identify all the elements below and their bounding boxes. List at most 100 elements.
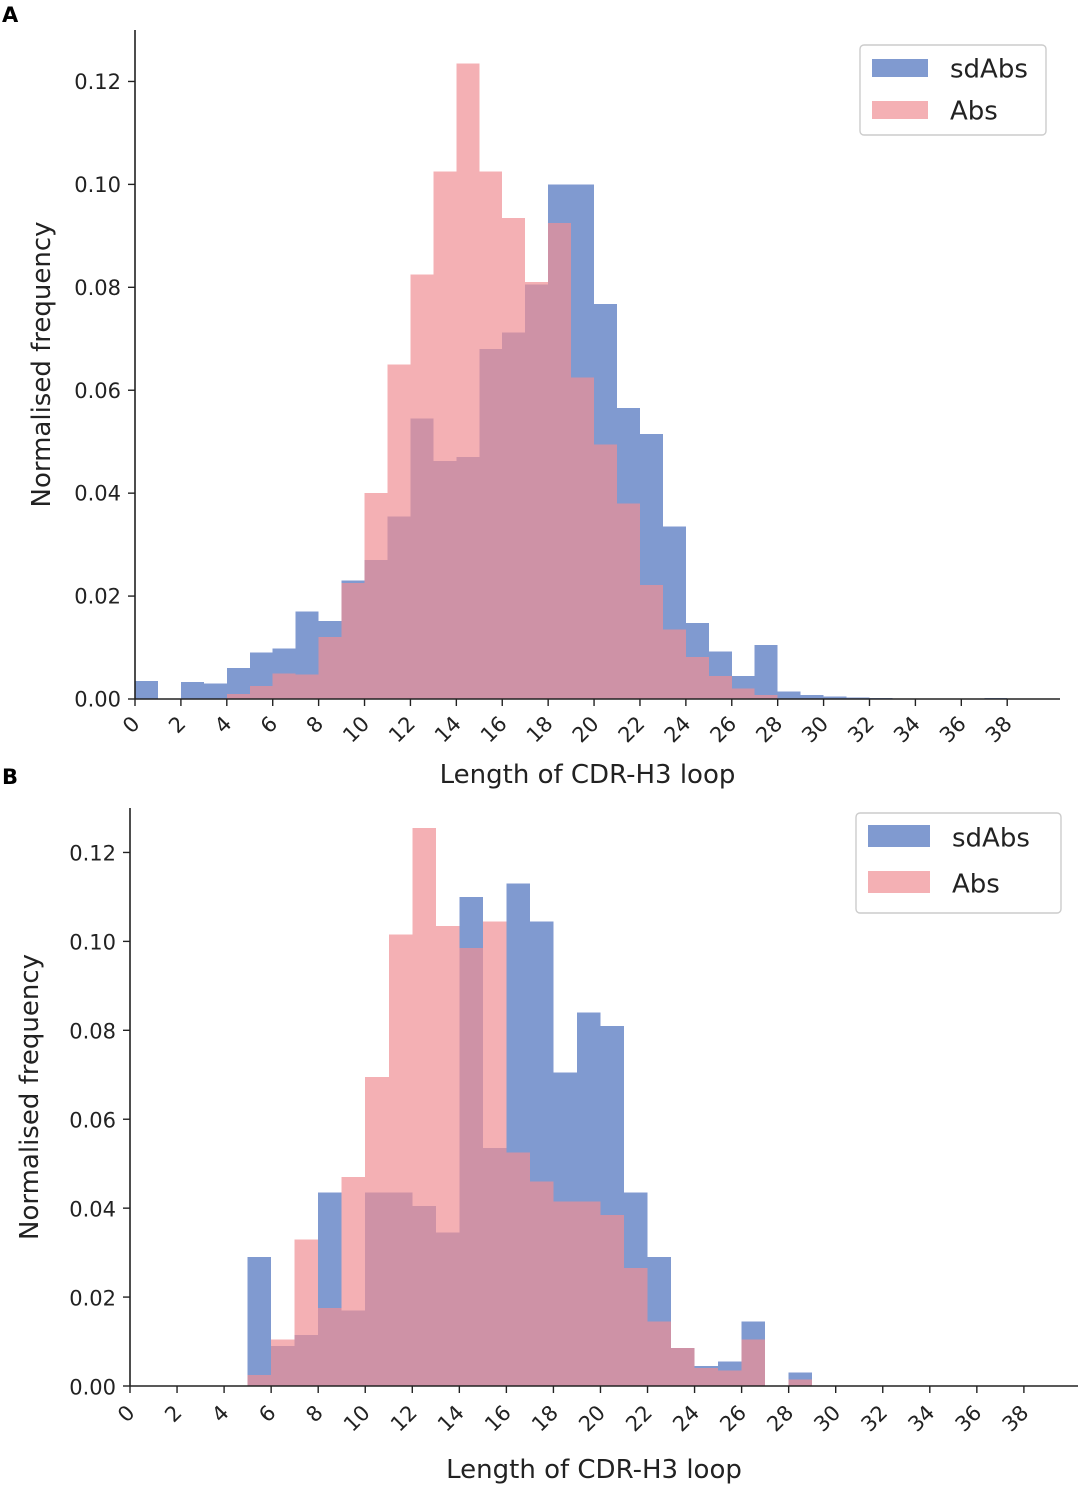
bar: [754, 644, 778, 699]
bar: [823, 696, 847, 699]
y-tick-label: 0.02: [74, 585, 121, 609]
x-tick-label: 34: [903, 1401, 939, 1437]
bar: [295, 674, 319, 699]
bar: [294, 1239, 319, 1386]
y-axis-title: Normalised frequency: [15, 954, 45, 1240]
y-tick-label: 0.10: [69, 931, 116, 955]
bar: [685, 656, 709, 699]
bar: [479, 171, 503, 699]
x-axis-title: Length of CDR-H3 loop: [446, 1455, 742, 1485]
panel-A: A0.000.020.040.060.080.100.120 2 4 6 8 10 12 14…: [2, 3, 1060, 790]
bar: [639, 584, 663, 699]
bar: [525, 282, 549, 699]
x-tick-label: 26: [705, 712, 741, 748]
x-tick-label: 32: [856, 1401, 892, 1437]
bar: [571, 377, 595, 699]
x-tick-label: 22: [614, 712, 650, 748]
bar: [708, 675, 732, 699]
x-tick-label: 10: [338, 712, 374, 748]
x-tick-label: 12: [384, 712, 420, 748]
y-tick-label: 0.08: [69, 1020, 116, 1044]
bar: [433, 171, 457, 699]
legend-swatch-sdAbs: [872, 59, 928, 77]
y-tick-label: 0.12: [74, 70, 121, 94]
x-tick-label: 24: [668, 1401, 704, 1437]
bar: [387, 364, 411, 699]
x-tick-label: 16: [480, 1401, 516, 1437]
bar: [553, 1201, 577, 1386]
bar: [647, 1321, 672, 1386]
x-tick-label: 8: [302, 712, 328, 738]
x-tick-label: 10: [339, 1401, 375, 1437]
bar: [694, 1368, 719, 1386]
x-tick-label: 36: [935, 712, 971, 748]
x-tick-label: 18: [527, 1401, 563, 1437]
bar: [410, 274, 434, 699]
bar: [226, 693, 250, 699]
bar: [247, 1257, 272, 1386]
bar: [247, 1374, 272, 1386]
bar: [135, 680, 158, 699]
legend-swatch-sdAbs: [868, 825, 930, 847]
x-tick-label: 22: [621, 1401, 657, 1437]
x-tick-label: 28: [762, 1401, 798, 1437]
bar: [364, 493, 388, 699]
panel-label: B: [2, 765, 18, 789]
bar: [318, 1308, 342, 1386]
bar: [788, 1379, 813, 1386]
legend-label-sdAbs: sdAbs: [950, 54, 1028, 84]
x-tick-label: 38: [981, 712, 1017, 748]
bar: [226, 668, 250, 699]
bar: [435, 925, 460, 1386]
x-tick-label: 12: [386, 1401, 422, 1437]
bar: [731, 688, 755, 699]
bar: [388, 934, 413, 1386]
legend-swatch-Abs: [872, 101, 928, 119]
y-tick-label: 0.04: [74, 482, 121, 506]
x-tick-label: 18: [522, 712, 558, 748]
bar: [600, 1214, 624, 1386]
x-tick-label: 16: [476, 712, 512, 748]
x-tick-label: 6: [254, 1401, 280, 1427]
bar: [800, 694, 824, 699]
x-tick-label: 4: [207, 1401, 233, 1427]
legend: sdAbs Abs: [859, 44, 1047, 136]
x-tick-label: 24: [660, 712, 696, 748]
x-tick-label: 30: [797, 712, 833, 748]
legend-label-Abs: Abs: [952, 869, 1000, 899]
legend: sdAbs Abs: [855, 812, 1062, 914]
bar: [777, 691, 801, 699]
legend-label-Abs: Abs: [950, 96, 998, 126]
x-tick-label: 14: [433, 1401, 469, 1437]
x-tick-label: 20: [568, 712, 604, 748]
bar: [548, 222, 572, 699]
y-axis-title: Normalised frequency: [27, 221, 57, 507]
bar: [662, 629, 686, 699]
y-tick-label: 0.02: [69, 1286, 116, 1310]
x-tick-label: 6: [256, 712, 282, 738]
series-Abs: [247, 828, 813, 1386]
bar: [671, 1348, 695, 1386]
bar: [412, 828, 436, 1386]
legend-swatch-Abs: [868, 871, 930, 893]
bar: [341, 1177, 366, 1386]
bar: [365, 1076, 389, 1386]
bar: [754, 694, 778, 699]
x-tick-label: 4: [210, 712, 236, 738]
x-tick-label: 0: [113, 1401, 139, 1427]
y-tick-label: 0.04: [69, 1197, 116, 1221]
x-tick-label: 20: [574, 1401, 610, 1437]
x-tick-label: 0: [118, 712, 144, 738]
series-Abs: [226, 63, 778, 700]
bar: [459, 948, 483, 1386]
x-tick-label: 28: [751, 712, 787, 748]
x-tick-label: 2: [164, 712, 190, 738]
bar: [318, 637, 342, 699]
x-tick-label: 26: [715, 1401, 751, 1437]
y-tick-label: 0.12: [69, 842, 116, 866]
y-tick-label: 0.06: [69, 1109, 116, 1133]
x-tick-label: 30: [809, 1401, 845, 1437]
bar: [271, 1339, 295, 1386]
x-tick-label: 34: [889, 712, 925, 748]
